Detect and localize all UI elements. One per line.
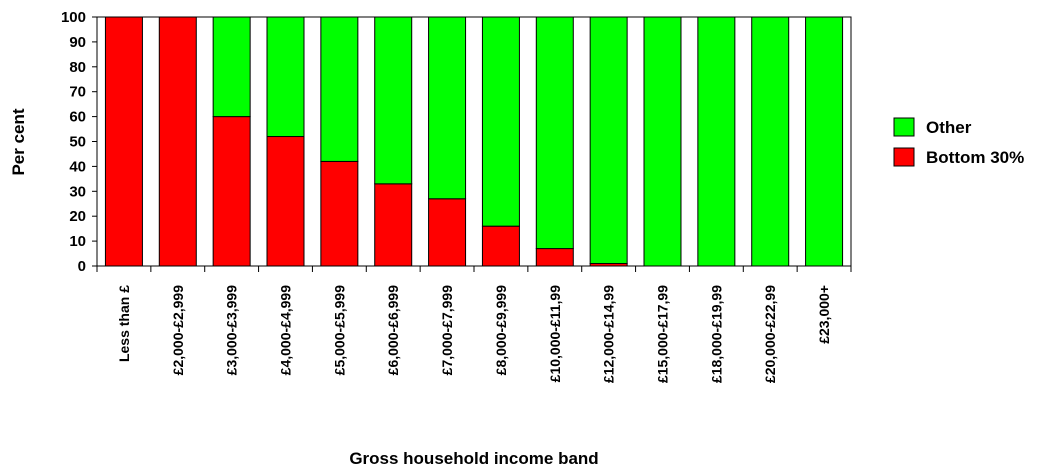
y-tick-label: 70 <box>69 84 86 101</box>
x-category-label: £12,000-£14,99 <box>601 285 617 383</box>
bar-segment-other-9 <box>589 16 628 265</box>
bar-segment-other-4 <box>320 16 359 162</box>
plot-area <box>96 16 852 267</box>
x-category-label: £15,000-£17,99 <box>655 285 671 383</box>
bar-segment-other-6 <box>428 16 467 200</box>
y-tick-label: 90 <box>69 34 86 51</box>
legend-label: Other <box>926 118 972 137</box>
legend-swatch-other <box>893 117 915 137</box>
y-tick-label: 40 <box>69 158 86 175</box>
y-tick-label: 50 <box>69 134 86 151</box>
legend-swatch-bottom-30- <box>893 147 915 167</box>
bar-segment-other-13 <box>805 16 844 267</box>
y-tick-label: 30 <box>69 183 86 200</box>
bar-segment-other-5 <box>374 16 413 185</box>
x-axis-categories: Less than £ £2,000-£2,999 £3,000-£3,999 £4,… <box>96 266 852 383</box>
y-tick-label: 0 <box>78 258 86 275</box>
plot-frame <box>96 16 852 267</box>
x-category-label: £7,000-£7,999 <box>439 285 455 376</box>
bar-segment-bottom-30--4 <box>320 160 359 267</box>
bar-segment-bottom-30--0 <box>104 16 143 267</box>
x-category-label: £6,000-£6,999 <box>385 285 401 376</box>
bar-segment-bottom-30--3 <box>266 136 305 267</box>
bar-segment-bottom-30--6 <box>428 198 467 267</box>
y-tick-label: 80 <box>69 59 86 76</box>
x-category-label: £23,000+ <box>816 285 832 344</box>
x-category-label: £18,000-£19,99 <box>708 285 724 383</box>
bar-segment-bottom-30--7 <box>481 225 520 267</box>
bar-segment-bottom-30--2 <box>212 116 251 267</box>
x-axis-title: Gross household income band <box>349 449 598 468</box>
x-category-label: Less than £ <box>116 285 132 362</box>
x-category-label: £10,000-£11,99 <box>547 285 563 383</box>
x-category-label: £4,000-£4,999 <box>278 285 294 376</box>
y-tick-label: 60 <box>69 109 86 126</box>
bar-segment-other-7 <box>481 16 520 227</box>
bar-segment-other-12 <box>751 16 790 267</box>
bar-segment-bottom-30--8 <box>535 248 574 267</box>
y-axis-ticks: 0 10 20 30 40 50 60 70 80 90 100 <box>61 9 97 275</box>
x-category-label: £3,000-£3,999 <box>224 285 240 376</box>
x-category-label: £2,000-£2,999 <box>170 285 186 376</box>
bar-segment-other-3 <box>266 16 305 138</box>
bar-segment-other-11 <box>697 16 736 267</box>
legend: Other Bottom 30% <box>893 117 1024 167</box>
y-axis-title: Per cent <box>9 108 28 175</box>
bar-segment-other-2 <box>212 16 251 118</box>
x-category-label: £20,000-£22,99 <box>762 285 778 383</box>
y-tick-label: 20 <box>69 208 86 225</box>
bar-segment-other-8 <box>535 16 574 250</box>
x-category-label: £5,000-£5,999 <box>331 285 347 376</box>
y-tick-label: 10 <box>69 233 86 250</box>
bar-segment-bottom-30--5 <box>374 183 413 267</box>
x-category-label: £8,000-£9,999 <box>493 285 509 376</box>
bar-segment-bottom-30--1 <box>158 16 197 267</box>
y-tick-label: 100 <box>61 9 86 26</box>
bar-segment-other-10 <box>643 16 682 267</box>
legend-label: Bottom 30% <box>926 148 1024 167</box>
